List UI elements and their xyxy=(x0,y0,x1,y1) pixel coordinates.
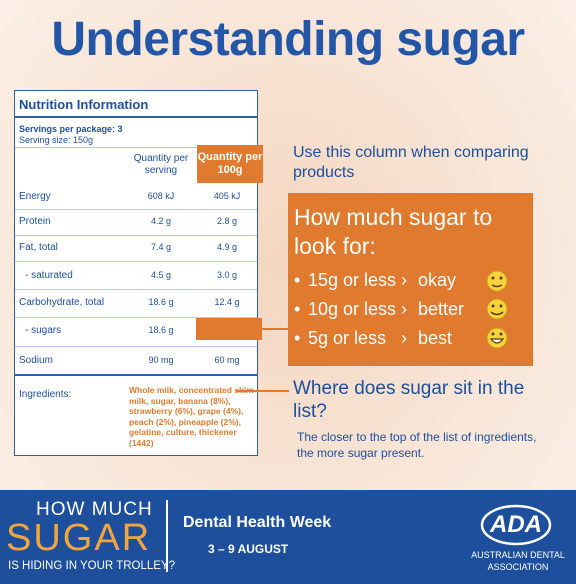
separator: › xyxy=(401,270,407,290)
divider xyxy=(15,261,257,262)
title: Understanding sugar xyxy=(51,13,525,66)
per-serving: 608 kJ xyxy=(147,191,175,201)
bullet: • xyxy=(294,299,301,319)
logo-oval xyxy=(480,504,552,546)
bullet: • xyxy=(294,270,301,290)
divider xyxy=(15,289,257,290)
column-header: Quantity per serving xyxy=(133,153,189,176)
per-100g: 60 mg xyxy=(214,355,240,365)
rating: better xyxy=(418,299,465,319)
row-label: Fat, total xyxy=(19,242,58,253)
row-label: Sodium xyxy=(19,355,53,366)
separator: › xyxy=(401,328,407,348)
row-label: Carbohydrate, total xyxy=(19,297,105,308)
per-serving: 18.6 g xyxy=(148,297,174,307)
campaign-sugar: SUGAR xyxy=(6,517,152,559)
serving-size: Serving size: 150g xyxy=(19,135,94,145)
amount: 15g or less xyxy=(308,270,397,290)
connector xyxy=(236,390,289,392)
list-tip-text: The closer to the top of the list of ing… xyxy=(297,430,537,460)
separator: › xyxy=(401,299,407,319)
row-label: - sugars xyxy=(25,325,62,336)
servings: Servings per package: 3 xyxy=(19,124,123,134)
sugar-guide: How much sugar to look for: • 15g or less… xyxy=(288,193,533,366)
connector xyxy=(262,328,289,330)
per-serving: 4.5 g xyxy=(150,270,172,280)
divider xyxy=(15,147,257,148)
row-label: Energy xyxy=(19,191,51,202)
per-100g: 405 kJ xyxy=(213,191,241,201)
smileys xyxy=(486,270,508,349)
column-tip: Use this column when comparing products xyxy=(293,144,529,181)
campaign-line: HOW MUCH xyxy=(36,499,153,520)
amount: 10g or less xyxy=(308,299,397,319)
org-name: AUSTRALIAN DENTAL xyxy=(471,550,565,560)
ingredients-label: Ingredients: xyxy=(19,389,72,400)
logo: ADA xyxy=(490,511,542,538)
guide-title: How much sugar to look for: xyxy=(294,204,493,259)
per-100g: 2.8 g xyxy=(216,216,238,226)
divider xyxy=(166,500,168,572)
event: Dental Health Week xyxy=(183,514,332,531)
divider xyxy=(15,346,257,347)
divider xyxy=(15,209,257,210)
row-label: Protein xyxy=(19,216,51,227)
campaign-line: IS HIDING IN YOUR TROLLEY? xyxy=(8,560,176,572)
dates: 3 – 9 AUGUST xyxy=(208,542,289,556)
rating: best xyxy=(418,328,453,348)
divider xyxy=(15,235,257,236)
amount: 5g or less xyxy=(308,328,387,348)
per-serving: 7.4 g xyxy=(150,242,172,252)
per-100g: 3.0 g xyxy=(216,270,238,280)
org-name: ASSOCIATION xyxy=(487,562,549,572)
bullet: • xyxy=(294,328,301,348)
ingredients: Whole milk, concentrated skim milk, suga… xyxy=(129,385,254,448)
per-serving: 18.6 g xyxy=(148,325,174,335)
rating: okay xyxy=(418,270,457,290)
per-100g: 4.9 g xyxy=(216,242,238,252)
column-header-highlight: Quantity per 100g xyxy=(197,145,263,183)
divider xyxy=(15,116,257,118)
divider xyxy=(15,374,257,376)
row-label: - saturated xyxy=(25,270,73,281)
list-tip-heading: Where does sugar sit in the list? xyxy=(293,378,525,422)
banner: HOW MUCH SUGAR IS HIDING IN YOUR TROLLEY… xyxy=(0,490,576,584)
divider xyxy=(15,317,257,318)
per-serving: 4.2 g xyxy=(150,216,172,226)
per-serving: 90 mg xyxy=(148,355,174,365)
per-100g: 12.4 g xyxy=(214,297,240,307)
sugar-highlight xyxy=(196,318,262,340)
panel-title: Nutrition Information xyxy=(19,97,149,112)
